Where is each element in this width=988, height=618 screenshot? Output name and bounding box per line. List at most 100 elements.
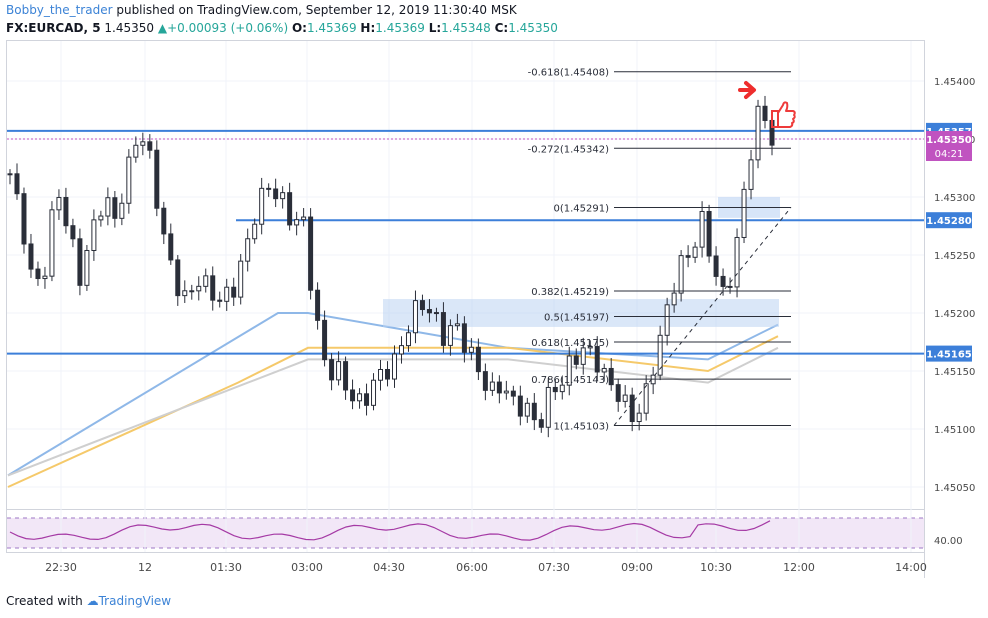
candle-body	[468, 346, 474, 353]
price-tick-label: 1.45400	[934, 77, 975, 88]
candle-body	[42, 275, 48, 280]
rsi-level-label: 40.00	[934, 536, 963, 547]
time-tick-label: 03:00	[291, 561, 323, 574]
fib-label: 1(1.45103)	[553, 422, 609, 433]
price-tick-label: 1.45250	[934, 251, 975, 262]
candle-body	[412, 300, 418, 334]
candle-body	[440, 312, 446, 346]
moving-average-line	[7, 335, 779, 488]
candle-body	[49, 209, 55, 277]
candle-body	[517, 395, 523, 417]
candle-body	[245, 238, 251, 262]
candle-body	[84, 249, 90, 286]
candle-body	[608, 367, 614, 386]
candle-body	[133, 144, 139, 158]
candle-body	[196, 285, 202, 292]
open-value: 1.45369	[306, 21, 357, 35]
time-tick-label: 12	[138, 561, 152, 574]
price-tag-label: 1.45357	[926, 127, 972, 138]
price-tag	[926, 212, 972, 229]
candle-body	[552, 386, 558, 393]
candle-body	[482, 371, 488, 391]
fib-label: 0.382(1.45219)	[531, 287, 609, 298]
candle-body	[357, 393, 363, 402]
price-tag	[926, 345, 972, 362]
candle-body	[147, 141, 153, 151]
candle-body	[727, 285, 733, 288]
candle-body	[398, 345, 404, 355]
last-price: 1.45350	[104, 21, 155, 35]
candle-body	[7, 173, 13, 176]
candle-body	[566, 355, 572, 386]
candle-body	[769, 119, 775, 146]
candle-body	[63, 196, 69, 227]
candle-body	[454, 323, 460, 327]
candle-body	[643, 383, 649, 414]
candle-body	[238, 260, 244, 298]
candle-body	[56, 196, 62, 211]
fib-label: 0(1.45291)	[553, 203, 609, 214]
candle-body	[154, 149, 160, 209]
candle-body	[426, 309, 432, 314]
candle-body	[161, 207, 167, 235]
candle-body	[322, 319, 328, 361]
candle-body	[217, 299, 223, 302]
candle-body	[371, 379, 377, 406]
candle-body	[475, 346, 481, 373]
candle-body	[531, 402, 537, 421]
publish-text: published on TradingView.com, September …	[112, 3, 517, 17]
candle-body	[126, 156, 132, 204]
candle-body	[503, 390, 509, 394]
price-tag-label: 1.45165	[926, 350, 972, 361]
open-label: O:	[291, 21, 307, 35]
candle-body	[685, 255, 691, 258]
candle-body	[315, 289, 321, 321]
candle-body	[280, 192, 286, 200]
high-label: H:	[360, 21, 376, 35]
candle-body	[70, 225, 76, 240]
candle-body	[385, 368, 391, 380]
candle-body	[699, 210, 705, 248]
candle-body	[419, 300, 425, 311]
price-tick-label: 1.45050	[934, 483, 975, 494]
time-tick-label: 10:30	[700, 561, 732, 574]
right-arrow-icon	[738, 81, 756, 99]
candle-body	[748, 159, 754, 190]
candle-body	[203, 275, 209, 287]
time-tick-label: 07:30	[538, 561, 570, 574]
time-tick-label: 12:00	[783, 561, 815, 574]
fib-label: -0.272(1.45342)	[528, 144, 609, 155]
footer: Created with ☁TradingView	[6, 593, 171, 609]
author-link[interactable]: Bobby_the_trader	[6, 3, 113, 17]
fib-label: 0.5(1.45197)	[544, 312, 609, 323]
fib-label: -0.618(1.45408)	[528, 68, 609, 79]
candle-body	[692, 246, 698, 258]
candle-body	[629, 394, 635, 423]
candle-body	[622, 394, 628, 402]
current-price-tag	[926, 131, 972, 161]
time-tick-label: 04:30	[373, 561, 405, 574]
time-tick-label: 09:00	[621, 561, 653, 574]
candle-body	[77, 238, 83, 286]
candle-body	[364, 393, 370, 406]
candle-body	[461, 323, 467, 353]
candle-body	[671, 292, 677, 306]
candle-body	[35, 268, 41, 280]
candle-body	[510, 390, 516, 397]
arrow-annotation	[738, 81, 756, 99]
candle-body	[580, 347, 586, 365]
tradingview-brand[interactable]: TradingView	[98, 594, 172, 608]
candle-body	[391, 353, 397, 380]
candle-body	[301, 216, 307, 221]
candle-body	[224, 286, 230, 302]
candle-body	[762, 105, 768, 121]
price-tick-label: 1.45300	[934, 193, 975, 204]
thumbs-up-icon	[771, 101, 796, 128]
symbol-info: FX:EURCAD, 5 1.45350 ▲+0.00093 (+0.06%) …	[6, 20, 558, 36]
low-value: 1.45348	[441, 21, 491, 35]
fib-label: 0.618(1.45175)	[531, 338, 609, 349]
candle-body	[287, 192, 293, 226]
candle-body	[755, 105, 761, 161]
rsi-line	[9, 520, 771, 541]
